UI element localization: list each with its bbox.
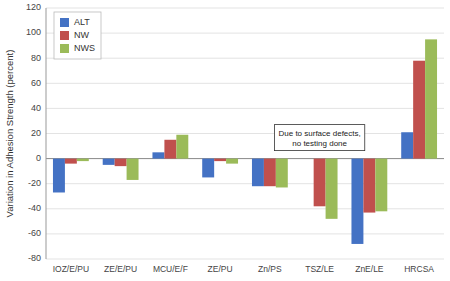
- x-tick-label: MCU/E/F: [153, 264, 188, 274]
- annotation-text: Due to surface defects,no testing done: [278, 129, 360, 148]
- bar: [127, 159, 139, 180]
- bar: [351, 159, 363, 244]
- y-tick-label: 0: [36, 153, 41, 163]
- y-tick-label: -40: [28, 203, 41, 213]
- bar: [413, 61, 425, 159]
- legend: ALT NW NWS: [54, 12, 101, 59]
- bar: [214, 159, 226, 162]
- grid-line: [46, 83, 444, 84]
- y-tick-label: 80: [31, 53, 41, 63]
- bar: [326, 159, 338, 219]
- bar: [152, 152, 164, 158]
- legend-label: NW: [74, 30, 89, 40]
- grid-line: [46, 8, 444, 9]
- bar: [363, 159, 375, 213]
- bars: [53, 39, 437, 244]
- grid-line: [46, 108, 444, 109]
- bar: [425, 39, 437, 158]
- bar: [176, 135, 188, 159]
- y-tick-label: 120: [26, 2, 41, 12]
- grid-line: [46, 33, 444, 34]
- bar: [202, 159, 214, 178]
- legend-label: ALT: [74, 17, 90, 27]
- y-tick-label: -60: [28, 228, 41, 238]
- x-tick-label: HRCSA: [404, 264, 434, 274]
- grid-line: [46, 133, 444, 134]
- chart-container: -80 -60 -40 -20 0 20 40 60 80 100 120 Variation in …: [0, 0, 450, 281]
- y-ticks: -80 -60 -40 -20 0 20 40 60 80 100 120: [26, 2, 41, 263]
- legend-swatch: [60, 44, 69, 53]
- legend-swatch: [60, 31, 69, 40]
- legend-frame: [54, 12, 101, 59]
- annotation-box: [274, 125, 364, 151]
- x-tick-label: ZE/E/PU: [104, 264, 137, 274]
- x-tick-label: ZE/PU: [208, 264, 233, 274]
- bar: [115, 159, 127, 167]
- grid-line: [46, 233, 444, 234]
- bar: [401, 132, 413, 158]
- grid-line: [46, 259, 444, 260]
- y-tick-label: 20: [31, 128, 41, 138]
- x-tick-label: ZnE/LE: [355, 264, 384, 274]
- annotation: Due to surface defects,no testing done: [274, 125, 364, 151]
- y-axis-label: Variation in Adhesion Strength (percent): [4, 50, 15, 218]
- bar: [264, 159, 276, 187]
- legend-label: NWS: [74, 43, 95, 53]
- x-tick-label: TSZ/LE: [305, 264, 334, 274]
- bar: [53, 159, 65, 193]
- chart-svg: -80 -60 -40 -20 0 20 40 60 80 100 120 Variation in …: [0, 0, 450, 281]
- bar: [226, 159, 238, 164]
- bar: [164, 140, 176, 159]
- bar: [77, 159, 89, 162]
- bar: [314, 159, 326, 207]
- bar: [103, 159, 115, 165]
- grid-line: [46, 58, 444, 59]
- y-tick-label: -80: [28, 253, 41, 263]
- legend-swatch: [60, 18, 69, 27]
- y-tick-label: -20: [28, 178, 41, 188]
- series: [77, 39, 437, 218]
- bar: [65, 159, 77, 164]
- y-tick-label: 100: [26, 27, 41, 37]
- y-tick-label: 40: [31, 103, 41, 113]
- y-tick-label: 60: [31, 78, 41, 88]
- bar: [276, 159, 288, 188]
- x-tick-label: IOZ/E/PU: [53, 264, 89, 274]
- bar: [252, 159, 264, 187]
- x-tick-label: Zn/PS: [258, 264, 282, 274]
- series: [65, 61, 425, 213]
- bar: [375, 159, 387, 212]
- x-ticks: IOZ/E/PU ZE/E/PU MCU/E/F ZE/PU Zn/PS TSZ/LE Zn…: [53, 264, 435, 274]
- y-axis-line: [46, 8, 47, 259]
- grid: [46, 8, 444, 259]
- annotation-line: Due to surface defects,: [278, 129, 360, 138]
- annotation-line: no testing done: [292, 139, 347, 148]
